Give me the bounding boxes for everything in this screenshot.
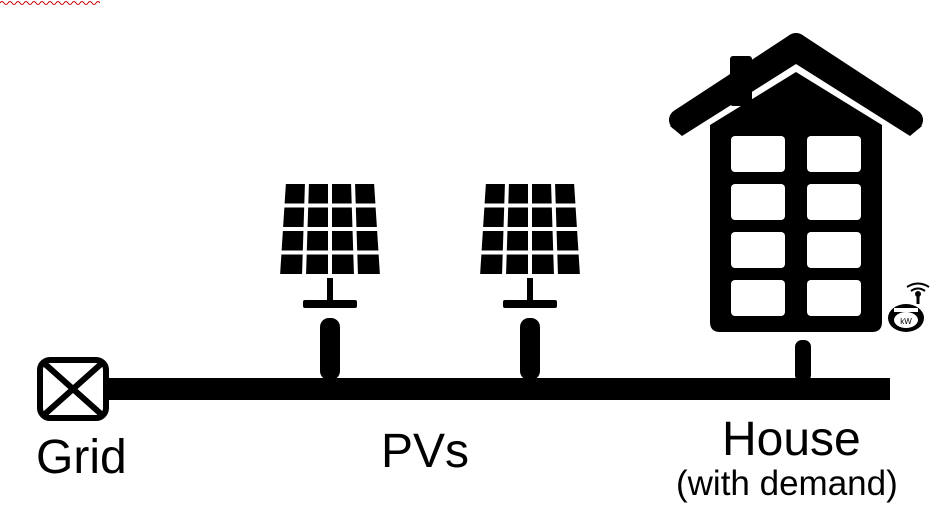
pv-cell (506, 231, 528, 251)
pv-cell (355, 207, 377, 227)
pv-cell (306, 254, 328, 274)
pv-cell (532, 184, 552, 204)
pv-cell (557, 254, 580, 274)
pv-cell (481, 231, 504, 251)
pv-cell (507, 207, 528, 227)
pv-cell (332, 231, 354, 251)
pv-cell (484, 184, 505, 204)
house-window (807, 136, 861, 172)
pv-cell (284, 184, 305, 204)
house-window (807, 280, 861, 316)
pv-cell (356, 231, 379, 251)
pv-cell (555, 184, 576, 204)
pv-cell (281, 231, 304, 251)
pv-cell (532, 231, 554, 251)
pv-cell (508, 184, 528, 204)
house-demand-label: (with demand) (676, 464, 898, 503)
pv-cell (332, 207, 353, 227)
house-window (807, 232, 861, 268)
pv-cell (332, 184, 352, 204)
smart-meter-icon: kW (888, 282, 930, 332)
pv-cell (555, 207, 577, 227)
pv-cell (532, 254, 554, 274)
house-windows (731, 136, 861, 316)
house-connector (795, 340, 811, 382)
bus-line (100, 378, 890, 400)
pv-cell (556, 231, 579, 251)
pv-cell (483, 207, 505, 227)
house-window (731, 232, 785, 268)
pv-cell (308, 184, 328, 204)
house-window (731, 136, 785, 172)
pvs-label: PVs (381, 425, 470, 478)
pv-cell (307, 207, 328, 227)
house-window (731, 184, 785, 220)
house-label: House (722, 413, 861, 466)
solar-panel-icon (480, 184, 580, 380)
spellcheck-underline (0, 1, 100, 5)
meter-unit-label: kW (900, 317, 912, 326)
pv-cell (283, 207, 305, 227)
pv-cell (506, 254, 528, 274)
house-window (807, 184, 861, 220)
grid-label: Grid (36, 431, 127, 484)
house-window (731, 280, 785, 316)
pv-cell (332, 254, 354, 274)
solar-panel-icon (280, 184, 380, 380)
pv-cell (357, 254, 380, 274)
pv-cells (480, 184, 580, 274)
pv-cell (355, 184, 376, 204)
pv-cell (280, 254, 303, 274)
pv-cell (532, 207, 553, 227)
grid-connection-icon (37, 357, 109, 421)
pv-cells (280, 184, 380, 274)
house-icon (669, 33, 923, 332)
pv-cell (480, 254, 503, 274)
pv-cell (306, 231, 328, 251)
